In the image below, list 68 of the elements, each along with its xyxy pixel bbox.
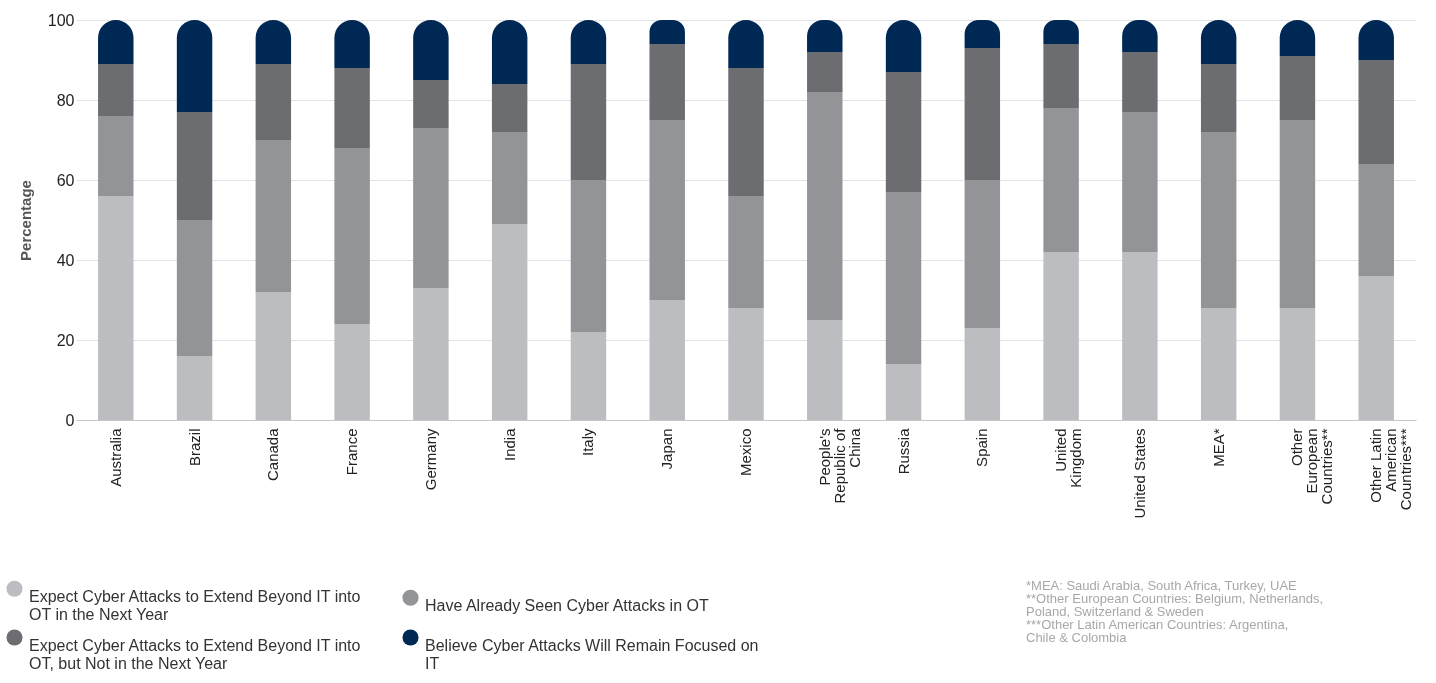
legend-label: Expect Cyber Attacks to Extend Beyond IT into OT in the Next Year bbox=[29, 587, 361, 623]
bar bbox=[491, 20, 528, 84]
x-tick-label: France bbox=[343, 428, 361, 476]
bar bbox=[649, 44, 685, 120]
bar bbox=[1279, 56, 1316, 120]
bar bbox=[413, 80, 449, 128]
bar bbox=[807, 92, 843, 320]
text: **Other European Countries: Belgium, Netherlands, Poland, Switzerland & Sweden bbox=[1026, 591, 1323, 619]
bar bbox=[334, 68, 370, 148]
x-tick-label: Spain bbox=[973, 428, 991, 467]
bar bbox=[1358, 60, 1394, 164]
x-tick-label: Australia bbox=[106, 427, 124, 487]
bar bbox=[570, 180, 607, 332]
x-tick-label: Italy bbox=[579, 428, 597, 457]
bar bbox=[649, 120, 685, 300]
x-tick-label: MEA* bbox=[1209, 428, 1227, 467]
bar bbox=[176, 112, 213, 220]
bar bbox=[1043, 108, 1079, 252]
x-tick-label: Mexico bbox=[737, 428, 754, 477]
x-tick-label: United Kingdom bbox=[1052, 428, 1085, 488]
bar bbox=[255, 64, 292, 140]
y-tick-label: 80 bbox=[56, 91, 75, 109]
y-tick-label: 0 bbox=[65, 411, 75, 429]
legend-label: Have Already Seen Cyber Attacks in OT bbox=[425, 596, 709, 614]
bar bbox=[728, 196, 764, 308]
x-tick-label: Russia bbox=[894, 427, 912, 475]
text: *MEA: Saudi Arabia, South Africa, Turkey, UAE bbox=[1026, 578, 1298, 593]
x-tick-label: Other European Countries** bbox=[1288, 428, 1336, 505]
y-tick-label: 100 bbox=[47, 11, 75, 29]
x-tick-label: Other Latin American Countries*** bbox=[1367, 428, 1415, 511]
bar bbox=[1122, 52, 1158, 112]
bar bbox=[1200, 132, 1237, 308]
bar bbox=[413, 128, 449, 288]
bar bbox=[1043, 44, 1079, 108]
text: ***Other Latin American Countries: Argentina, Chile & Colombia bbox=[1026, 617, 1289, 645]
y-tick-label: 40 bbox=[56, 251, 75, 269]
x-tick-label: Germany bbox=[421, 428, 439, 491]
bar bbox=[98, 116, 134, 196]
bar bbox=[98, 64, 134, 116]
x-tick-label: India bbox=[500, 427, 518, 462]
bar bbox=[176, 20, 213, 112]
x-tick-label: Canada bbox=[264, 427, 282, 482]
x-tick-label: Brazil bbox=[185, 428, 203, 467]
bar bbox=[885, 72, 922, 192]
bar bbox=[1279, 120, 1316, 308]
bar bbox=[807, 52, 843, 92]
bar bbox=[1358, 164, 1394, 276]
legend-label: Believe Cyber Attacks Will Remain Focused on IT bbox=[425, 636, 759, 672]
bar bbox=[570, 64, 607, 180]
bar bbox=[255, 140, 292, 292]
y-axis-title: Percentage bbox=[16, 180, 34, 261]
bar bbox=[885, 192, 922, 364]
bar bbox=[413, 20, 449, 80]
y-tick-label: 20 bbox=[56, 331, 75, 349]
x-tick-label: People's Republic of China bbox=[815, 427, 863, 504]
x-tick-label: Japan bbox=[658, 428, 676, 470]
legend-label: Expect Cyber Attacks to Extend Beyond IT into OT, but Not in the Next Year bbox=[29, 636, 361, 672]
x-tick-label: United States bbox=[1130, 428, 1148, 519]
bar bbox=[491, 132, 528, 224]
bar bbox=[1200, 64, 1237, 132]
bar bbox=[964, 48, 1001, 180]
bar bbox=[176, 220, 213, 356]
bar bbox=[491, 84, 528, 132]
bar bbox=[964, 180, 1001, 328]
bar bbox=[334, 148, 370, 324]
bar bbox=[1122, 112, 1158, 252]
y-tick-label: 60 bbox=[56, 171, 75, 189]
bar bbox=[728, 68, 764, 196]
